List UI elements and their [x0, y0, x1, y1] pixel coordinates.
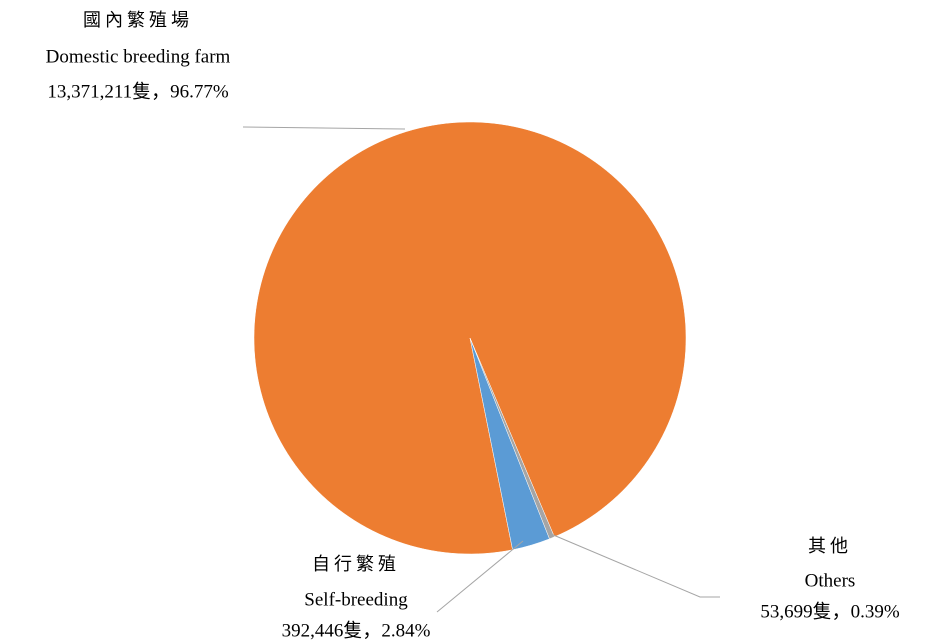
- slice-label: 自行繁殖: [312, 553, 400, 574]
- slice-label: 國內繁殖場: [83, 9, 193, 30]
- leader-line: [550, 533, 720, 598]
- leader-line: [242, 126, 406, 130]
- slice-label: 其他: [808, 536, 852, 556]
- pie: [253, 121, 687, 555]
- slice-label: Domestic breeding farm: [46, 46, 231, 67]
- slice-label: Others: [805, 570, 856, 591]
- value-label: 13,371,211隻，96.77%: [47, 80, 229, 102]
- pie-slice: [469, 337, 555, 540]
- slice-label: Self-breeding: [304, 589, 408, 610]
- leader-line: [436, 540, 524, 613]
- value-label: 53,699隻，0.39%: [760, 600, 900, 622]
- value-label: 392,446隻，2.84%: [282, 619, 431, 641]
